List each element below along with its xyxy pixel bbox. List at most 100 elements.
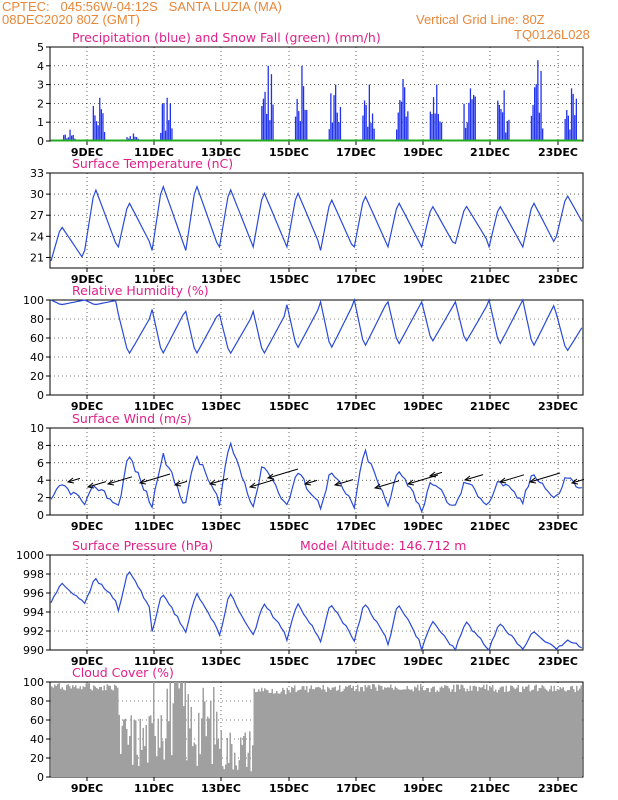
cloud-bar	[234, 752, 236, 777]
cloud-bar	[247, 752, 249, 777]
cloud-bar	[271, 689, 273, 777]
cloud-bar	[420, 683, 422, 777]
cloud-bar	[426, 688, 428, 777]
precip-bar	[363, 100, 366, 141]
cloud-bar	[489, 686, 491, 777]
cloud-bar	[421, 687, 423, 777]
precip-bar	[404, 87, 406, 141]
panel5-ytick-label: 1000	[16, 549, 44, 562]
cloud-bar	[348, 685, 350, 777]
precip-bar	[396, 129, 398, 141]
cloud-bar	[237, 769, 239, 777]
cloud-bar	[103, 685, 105, 777]
wind-arrow	[67, 477, 81, 483]
panel1-xtick-label: 13DEC	[201, 146, 241, 159]
cloud-bar	[378, 684, 380, 777]
cloud-bar	[210, 700, 212, 777]
cloud-bar	[397, 689, 399, 777]
cloud-bar	[484, 688, 486, 777]
cloud-bar	[57, 684, 59, 777]
cloud-bar	[66, 685, 68, 777]
wind-arrow	[107, 476, 133, 485]
wind-arrow	[464, 474, 484, 481]
cloud-bar	[96, 688, 98, 777]
panel5-ytick-label: 990	[23, 644, 44, 657]
cloud-bar	[477, 691, 479, 777]
cloud-bar	[516, 687, 518, 777]
panel3-xtick-label: 15DEC	[269, 400, 309, 413]
panel5-xtick-label: 21DEC	[470, 655, 510, 668]
cloud-bar	[178, 688, 180, 777]
cloud-bar	[187, 694, 189, 777]
panel5-ytick-label: 992	[23, 625, 44, 638]
panel4-ytick-label: 0	[37, 509, 44, 522]
panel1-xtick-label: 23DEC	[538, 146, 578, 159]
wind-arrowhead	[248, 482, 257, 489]
precip-bar	[306, 109, 308, 141]
cloud-bar	[238, 760, 240, 777]
precip-bar	[440, 122, 443, 141]
cloud-bar	[280, 691, 282, 777]
cloud-bar	[435, 692, 437, 777]
panel3-xtick-label: 21DEC	[470, 400, 510, 413]
cloud-bar	[465, 691, 467, 777]
panel6-xtick-label: 21DEC	[470, 782, 510, 795]
cloud-bar	[78, 688, 80, 777]
precip-bar	[338, 122, 340, 141]
wind-arrowhead	[373, 483, 382, 490]
cloud-bar	[367, 685, 369, 777]
cloud-bar	[207, 716, 209, 777]
cloud-bar	[130, 715, 132, 777]
cloud-bar	[321, 689, 323, 777]
precip-bar	[336, 112, 338, 141]
cloud-bar	[235, 765, 237, 777]
panel4-xtick-label: 23DEC	[538, 520, 578, 533]
cloud-bar	[460, 684, 462, 777]
cloud-bar	[105, 690, 107, 777]
precip-bar	[168, 120, 170, 141]
panel3-xtick-label: 19DEC	[403, 400, 443, 413]
cloud-bar	[226, 737, 228, 777]
panel1-xtick-label: 15DEC	[269, 146, 309, 159]
precip-bar	[169, 103, 171, 141]
precip-bar	[100, 109, 102, 141]
panel4-xtick-label: 19DEC	[403, 520, 443, 533]
cloud-bar	[283, 689, 285, 777]
cloud-bar	[337, 689, 339, 777]
cloud-bar	[201, 718, 203, 777]
panel1-xtick-label: 11DEC	[134, 146, 174, 159]
precip-bar	[463, 103, 465, 141]
precip-bar	[407, 111, 409, 141]
cloud-bar	[361, 686, 363, 777]
cloud-bar	[298, 689, 300, 777]
cloud-bar	[561, 688, 563, 777]
panel1-title: Precipitation (blue) and Snow Fall (gree…	[72, 30, 381, 45]
cloud-bar	[336, 690, 338, 777]
precip-bar	[405, 116, 407, 141]
wind-arrowhead	[406, 479, 415, 486]
cloud-bar	[292, 688, 294, 777]
cloud-bar	[253, 688, 255, 777]
precip-bar	[262, 98, 265, 141]
cloud-bar	[364, 684, 366, 777]
panel1-xtick-label: 17DEC	[336, 146, 376, 159]
precip-bar	[373, 128, 375, 141]
cloud-bar	[121, 725, 123, 777]
cloud-bar	[342, 691, 344, 777]
cloud-bar	[438, 691, 440, 777]
precip-bar	[400, 101, 403, 141]
panel5-annotation: Model Altitude: 146.712 m	[300, 538, 466, 553]
cloud-bar	[562, 687, 564, 777]
cloud-bar	[360, 687, 362, 777]
cloud-bar	[439, 687, 441, 777]
cloud-bar	[411, 689, 413, 777]
wind-arrow	[499, 474, 525, 483]
panel4-xtick-label: 21DEC	[470, 520, 510, 533]
cloud-bar	[88, 683, 90, 777]
panel6-ytick-label: 0	[37, 771, 44, 784]
cloud-bar	[459, 689, 461, 777]
wind-arrow	[139, 473, 171, 484]
cloud-bar	[211, 763, 213, 777]
cloud-bar	[315, 687, 317, 777]
precip-bar	[365, 104, 367, 141]
